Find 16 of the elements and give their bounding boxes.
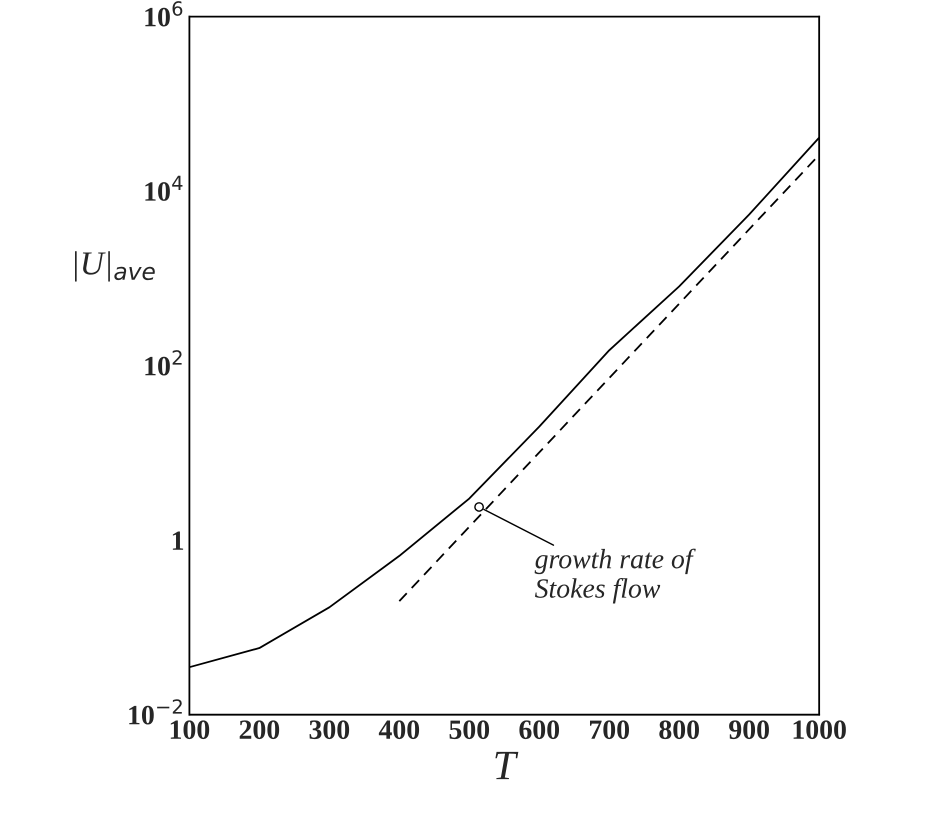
x-tick-label: 800	[659, 720, 699, 740]
y-tick-label: 10$^{4}$	[145, 176, 182, 201]
x-tick-label: 1000	[794, 720, 846, 740]
x-tick-label: 200	[240, 720, 280, 740]
y-axis-title: |U|$_{ave}$	[75, 251, 155, 282]
x-axis-title: T	[495, 752, 518, 780]
x-tick-label: 500	[450, 720, 490, 740]
y-tick-label: 10$^{6}$	[145, 1, 182, 26]
annotation: growth rate of Stokes flow	[534, 548, 696, 604]
y-tick-label: 10$^{2}$	[145, 350, 182, 376]
x-tick-label: 600	[519, 720, 560, 740]
x-tick-label: 300	[310, 720, 350, 740]
x-tick-label: 900	[729, 720, 769, 740]
x-tick-label: 400	[378, 720, 420, 740]
y-tick-label: 1	[172, 531, 184, 550]
x-tick-label: 700	[590, 720, 630, 740]
